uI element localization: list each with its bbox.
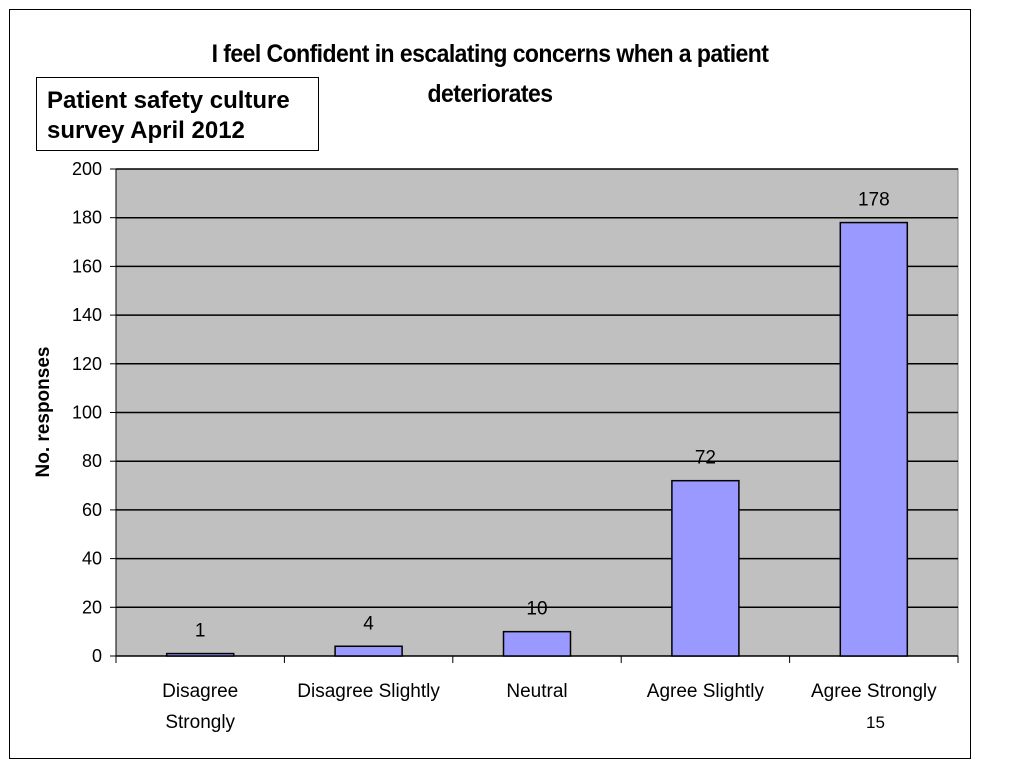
- y-tick-label: 40: [82, 549, 102, 569]
- y-tick-label: 0: [92, 646, 102, 666]
- chart-title: I feel Confident in escalating concerns …: [177, 34, 803, 114]
- bar: [671, 479, 740, 657]
- y-tick-label: 180: [72, 208, 102, 228]
- data-label: 1: [195, 621, 206, 642]
- y-tick-label: 160: [72, 256, 102, 276]
- category-label: Agree Slightly: [647, 681, 765, 702]
- category-label: Disagree Slightly: [297, 681, 440, 702]
- data-label: 10: [526, 599, 547, 620]
- y-tick-label: 20: [82, 597, 102, 617]
- bar: [165, 652, 235, 657]
- category-label: Agree Strongly: [811, 681, 937, 702]
- category-label: Neutral: [506, 681, 567, 702]
- bar: [839, 221, 909, 657]
- y-tick-label: 120: [72, 354, 102, 374]
- y-tick-label: 80: [82, 451, 102, 471]
- bar: [334, 645, 403, 657]
- category-label: Disagree: [162, 681, 238, 702]
- y-tick-label: 140: [72, 305, 102, 325]
- y-tick-label: 200: [72, 159, 102, 179]
- page-number: 15: [866, 713, 885, 732]
- y-tick-label: 60: [82, 500, 102, 520]
- data-label: 178: [858, 190, 890, 211]
- data-label: 72: [695, 448, 716, 469]
- y-tick-label: 100: [72, 403, 102, 423]
- category-label: Strongly: [165, 712, 235, 733]
- survey-note-line-2: survey April 2012: [47, 117, 245, 144]
- data-label: 4: [363, 613, 374, 634]
- chart-title-line-1: I feel Confident in escalating concerns …: [211, 40, 769, 68]
- survey-note-line-1: Patient safety culture: [47, 87, 290, 114]
- survey-note-box: Patient safety culture survey April 2012: [36, 77, 319, 151]
- bar: [502, 630, 572, 657]
- chart-title-line-2: deteriorates: [427, 80, 553, 108]
